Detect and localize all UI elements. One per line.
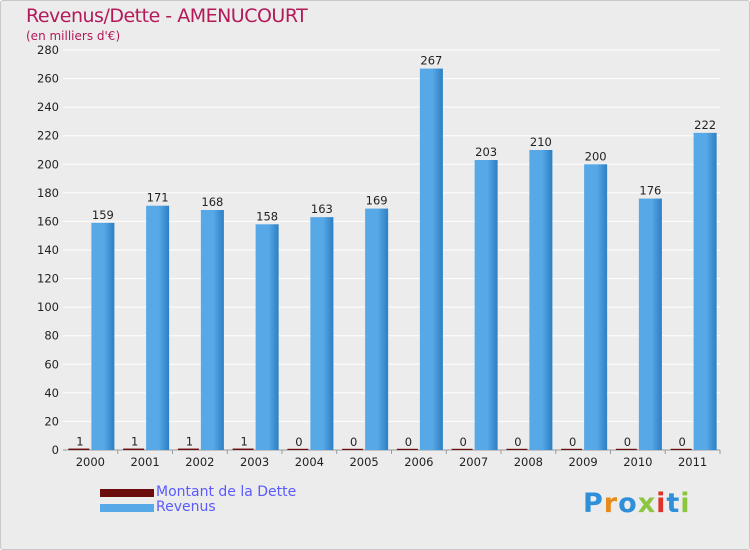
- data-labels: 1 159 1 171 1 168 1 158 0 163 0 169 0 267 0 203 0 210 0 200…: [76, 54, 716, 449]
- y-tick-label: 160: [37, 214, 59, 228]
- data-label-dette: 0: [678, 435, 685, 449]
- bar-dette: [232, 448, 254, 450]
- data-label-revenus: 169: [366, 194, 388, 208]
- legend-swatch-revenus: [100, 504, 154, 512]
- bar-revenus: [584, 164, 608, 451]
- bars: [68, 68, 717, 451]
- y-tick-label: 120: [37, 272, 59, 286]
- bar-dette: [670, 448, 692, 450]
- data-label-revenus: 267: [420, 54, 442, 68]
- x-tick-label: 2007: [459, 455, 488, 469]
- legend-swatch-dette: [100, 489, 154, 497]
- y-tick-label: 80: [44, 329, 59, 343]
- data-label-revenus: 171: [147, 191, 169, 205]
- x-tick-label: 2003: [240, 455, 269, 469]
- bar-dette: [342, 448, 364, 450]
- data-label-dette: 0: [514, 435, 521, 449]
- bar-dette: [287, 448, 309, 450]
- y-tick-label: 140: [37, 243, 59, 257]
- x-tick-label: 2008: [514, 455, 543, 469]
- y-axis-ticks: 0 20 40 60 80 100 120 140 160 180 200 220 240 260 280: [37, 43, 59, 457]
- logo-letter: P: [583, 488, 604, 519]
- logo-letter: o: [618, 488, 638, 519]
- bar-dette: [177, 448, 199, 450]
- y-tick-label: 100: [37, 300, 59, 314]
- chart-subtitle: (en milliers d'€): [26, 29, 121, 43]
- data-label-revenus: 222: [694, 118, 716, 132]
- data-label-revenus: 159: [92, 208, 114, 222]
- x-tick-label: 2010: [623, 455, 652, 469]
- bar-dette: [451, 448, 473, 450]
- bar-revenus: [419, 68, 443, 451]
- y-tick-label: 60: [44, 357, 59, 371]
- y-tick-label: 40: [44, 386, 59, 400]
- x-tick-label: 2011: [678, 455, 707, 469]
- x-tick-label: 2001: [130, 455, 159, 469]
- x-axis-ticks: 2000 2001 2002 2003 2004 2005 2006 2007 2008 2009…: [76, 450, 721, 469]
- y-tick-label: 20: [44, 414, 59, 428]
- legend-label-revenus: Revenus: [156, 499, 216, 515]
- x-tick-label: 2006: [404, 455, 433, 469]
- data-label-dette: 0: [569, 435, 576, 449]
- bar-dette: [561, 448, 583, 450]
- x-tick-label: 2009: [568, 455, 597, 469]
- x-tick-label: 2005: [349, 455, 378, 469]
- proxiti-logo: Proxiti: [583, 488, 691, 519]
- y-tick-label: 280: [37, 43, 59, 57]
- bar-revenus: [638, 198, 662, 450]
- data-label-revenus: 163: [311, 202, 333, 216]
- data-label-revenus: 203: [475, 145, 497, 159]
- bar-revenus: [310, 217, 334, 450]
- bar-dette: [506, 448, 528, 450]
- data-label-dette: 0: [350, 435, 357, 449]
- logo-letter: t: [666, 488, 681, 519]
- y-tick-label: 200: [37, 157, 59, 171]
- bar-dette: [68, 448, 90, 450]
- data-label-dette: 0: [459, 435, 466, 449]
- bar-dette: [396, 448, 418, 450]
- data-label-dette: 1: [240, 435, 247, 449]
- x-tick-label: 2000: [76, 455, 105, 469]
- bar-revenus: [146, 205, 170, 450]
- data-label-dette: 1: [131, 435, 138, 449]
- data-label-revenus: 200: [585, 149, 607, 163]
- bar-dette: [123, 448, 145, 450]
- x-tick-label: 2002: [185, 455, 214, 469]
- logo-letter: i: [656, 488, 667, 519]
- data-label-dette: 1: [76, 435, 83, 449]
- y-tick-label: 240: [37, 100, 59, 114]
- bar-dette: [615, 448, 637, 450]
- data-label-dette: 0: [624, 435, 631, 449]
- chart-title: Revenus/Dette - AMENUCOURT: [26, 5, 308, 27]
- y-tick-label: 180: [37, 186, 59, 200]
- bar-revenus: [365, 208, 389, 450]
- logo-letter: x: [637, 488, 657, 519]
- data-label-revenus: 176: [639, 184, 661, 198]
- bar-revenus: [200, 210, 224, 450]
- y-tick-label: 260: [37, 72, 59, 86]
- bar-revenus: [474, 160, 498, 450]
- data-label-dette: 0: [405, 435, 412, 449]
- data-label-revenus: 158: [256, 209, 278, 223]
- x-tick-label: 2004: [295, 455, 324, 469]
- bar-revenus: [529, 150, 553, 450]
- legend-label-dette: Montant de la Dette: [156, 484, 297, 500]
- y-tick-label: 220: [37, 129, 59, 143]
- bar-revenus: [91, 222, 115, 450]
- data-label-dette: 1: [186, 435, 193, 449]
- data-label-revenus: 210: [530, 135, 552, 149]
- logo-letter: r: [603, 488, 619, 519]
- bar-revenus: [693, 132, 717, 450]
- bar-revenus: [255, 224, 279, 450]
- data-label-dette: 0: [295, 435, 302, 449]
- logo-letter: i: [680, 488, 691, 519]
- y-tick-label: 0: [52, 443, 59, 457]
- data-label-revenus: 168: [201, 195, 223, 209]
